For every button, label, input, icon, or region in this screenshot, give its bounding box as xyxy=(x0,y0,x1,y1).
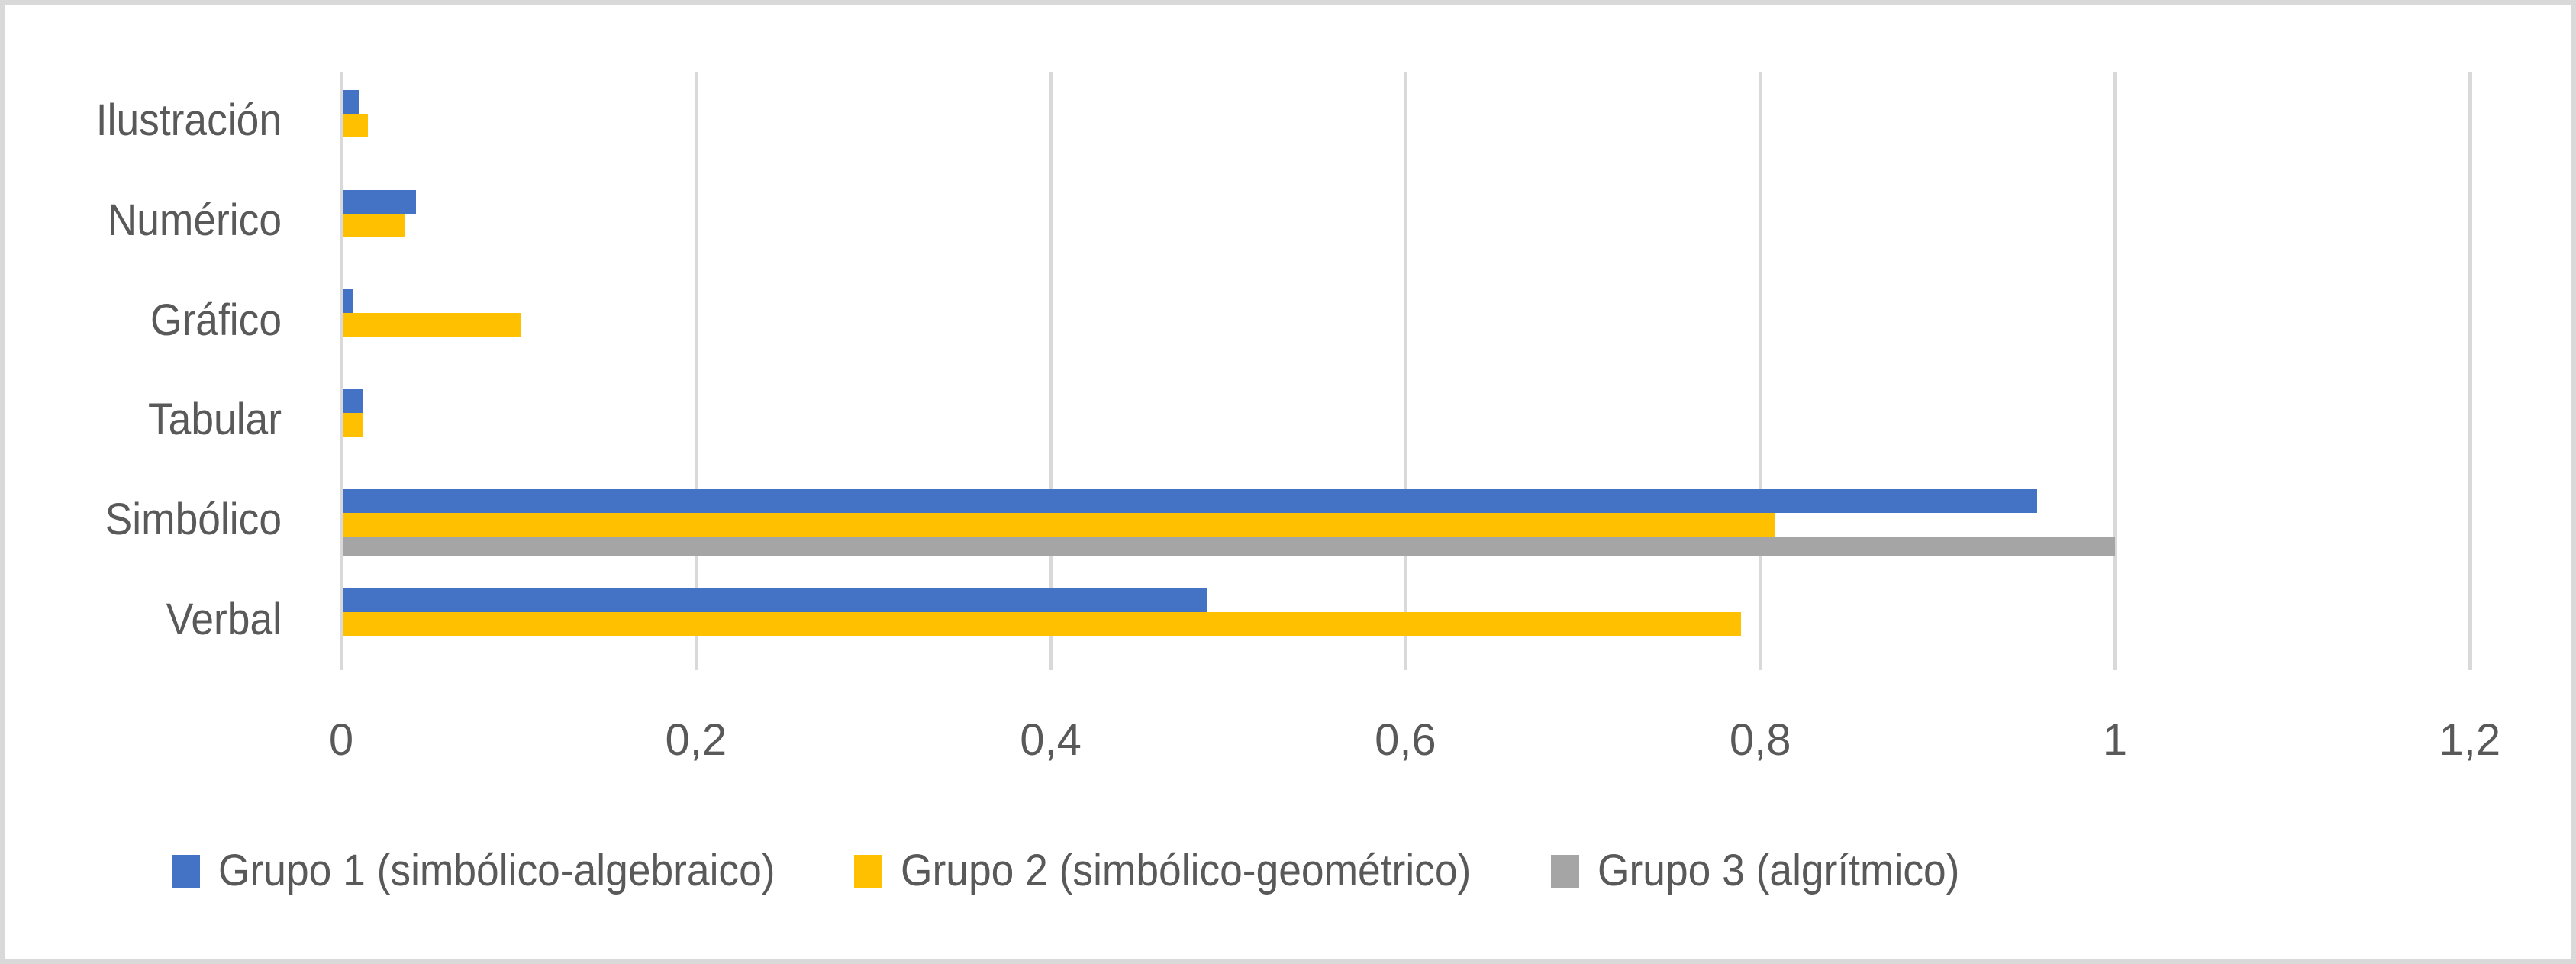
gridline xyxy=(2468,72,2472,670)
category-row xyxy=(341,172,2468,272)
bar-tabular-grupo-2 xyxy=(343,413,363,437)
bar-ilustración-grupo-1 xyxy=(343,90,359,114)
y-axis-label: Gráfico xyxy=(150,295,282,345)
legend-swatch-grupo-3 xyxy=(1551,854,1580,888)
bar-ilustración-grupo-2 xyxy=(343,114,368,137)
x-axis-tick-label: 1,2 xyxy=(2439,715,2501,765)
y-axis-label: Tabular xyxy=(147,395,282,445)
y-axis-label: Verbal xyxy=(166,594,282,644)
legend-label: Grupo 2 (simbólico-geométrico) xyxy=(901,846,1472,895)
x-axis-tick-label: 0,2 xyxy=(665,715,727,765)
y-axis-label: Numérico xyxy=(107,195,282,245)
gridline xyxy=(1404,72,1408,670)
x-axis-tick-label: 0,8 xyxy=(1729,715,1791,765)
x-axis-tick-label: 0,4 xyxy=(1020,715,1082,765)
y-axis-label: Ilustración xyxy=(95,95,282,146)
x-axis-tick-label: 0 xyxy=(328,715,354,765)
bar-verbal-grupo-1 xyxy=(343,588,1207,613)
legend-swatch-grupo-2 xyxy=(854,854,882,888)
bar-simbólico-grupo-2 xyxy=(343,512,1775,537)
bar-gráfico-grupo-2 xyxy=(343,313,521,337)
x-axis-tick-label: 0,6 xyxy=(1375,715,1436,765)
category-row xyxy=(341,271,2468,371)
bar-verbal-grupo-2 xyxy=(343,612,1741,637)
gridline xyxy=(1759,72,1763,670)
bar-simbólico-grupo-3 xyxy=(343,536,2115,556)
category-row xyxy=(341,72,2468,172)
category-row xyxy=(341,371,2468,471)
bar-gráfico-grupo-1 xyxy=(343,289,354,314)
gridline xyxy=(1049,72,1053,670)
gridline xyxy=(2113,72,2117,670)
legend-label: Grupo 3 (algrítmico) xyxy=(1598,846,1960,895)
y-axis-line xyxy=(340,72,343,670)
category-row xyxy=(341,471,2468,571)
gridline xyxy=(694,72,698,670)
legend-item-grupo-1: Grupo 1 (simbólico-algebraico) xyxy=(172,849,824,893)
legend-item-grupo-3: Grupo 3 (algrítmico) xyxy=(1551,849,1991,893)
bar-simbólico-grupo-1 xyxy=(343,488,2037,513)
bar-numérico-grupo-1 xyxy=(343,189,416,214)
legend: Grupo 1 (simbólico-algebraico) Grupo 2 (… xyxy=(172,844,2022,898)
y-axis-label: Simbólico xyxy=(105,495,282,544)
category-row xyxy=(341,570,2468,670)
legend-swatch-grupo-1 xyxy=(172,854,200,888)
bar-numérico-grupo-2 xyxy=(343,213,405,237)
plot-area xyxy=(340,72,2472,670)
legend-label: Grupo 1 (simbólico-algebraico) xyxy=(218,846,775,895)
bar-tabular-grupo-1 xyxy=(343,389,363,413)
x-axis-tick-label: 1 xyxy=(2102,715,2128,765)
legend-item-grupo-2: Grupo 2 (simbólico-geométrico) xyxy=(854,849,1520,893)
